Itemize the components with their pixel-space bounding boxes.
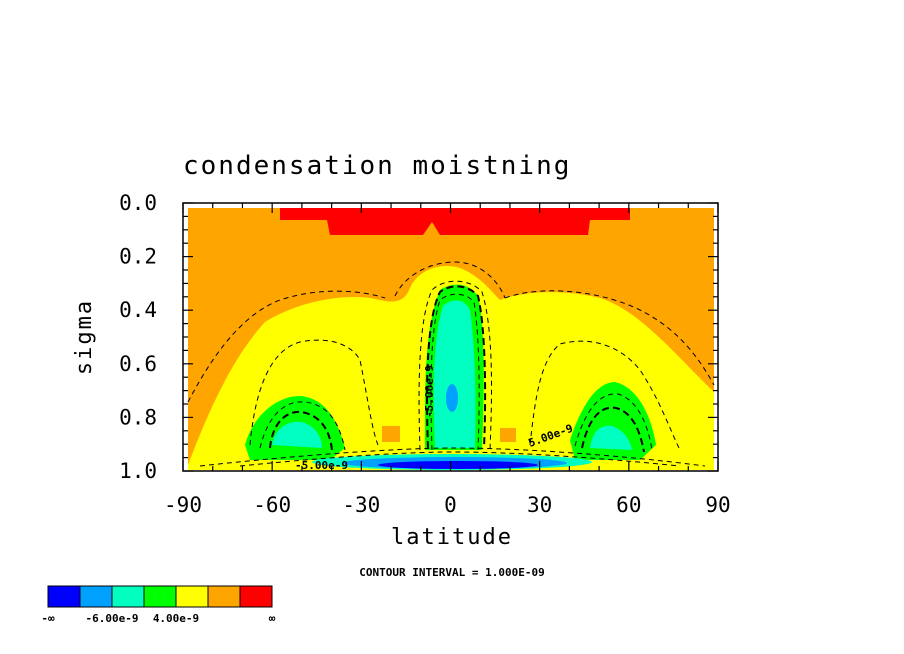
fill-lightblue bbox=[446, 384, 458, 412]
colorbar-swatch bbox=[207, 585, 241, 608]
colorbar-swatch bbox=[47, 585, 81, 608]
y-tick-label: 1.0 bbox=[119, 459, 157, 483]
x-tick-label: 90 bbox=[705, 493, 730, 517]
chart-title: condensation moistning bbox=[183, 151, 571, 181]
y-tick-label: 0.0 bbox=[119, 191, 157, 215]
y-tick-label: 0.6 bbox=[119, 352, 157, 376]
contour-interval: CONTOUR INTERVAL = 1.000E-09 bbox=[359, 566, 544, 579]
contour-lines bbox=[187, 261, 715, 467]
x-tick-label: -30 bbox=[342, 493, 380, 517]
colorbar-swatch bbox=[143, 585, 177, 608]
x-axis-label: latitude bbox=[391, 525, 513, 550]
fill-aqua bbox=[590, 425, 632, 450]
colorbar-swatch bbox=[79, 585, 113, 608]
fill-aqua bbox=[433, 300, 476, 448]
contour-label: -5.00e-9 bbox=[423, 365, 436, 418]
colorbar-label: -∞ bbox=[41, 612, 55, 625]
colorbar-swatch bbox=[239, 585, 273, 608]
y-axis: 0.0 0.2 0.4 0.6 0.8 1.0 bbox=[119, 191, 718, 483]
x-tick-label: 30 bbox=[527, 493, 552, 517]
colorbar-label: -6.00e-9 bbox=[86, 612, 139, 625]
contour-lines-bold bbox=[269, 285, 645, 453]
y-tick-label: 0.4 bbox=[119, 298, 157, 322]
fill-orange bbox=[500, 428, 516, 442]
fill-orange bbox=[382, 426, 400, 442]
contour-fills bbox=[187, 208, 715, 470]
x-axis: -90 -60 -30 0 30 60 90 bbox=[164, 203, 731, 517]
colorbar-label: ∞ bbox=[269, 612, 276, 625]
colorbar-swatch bbox=[111, 585, 145, 608]
fill-aqua bbox=[272, 421, 322, 448]
y-axis-label: sigma bbox=[72, 299, 97, 375]
y-tick-label: 0.2 bbox=[119, 245, 157, 269]
y-tick-label: 0.8 bbox=[119, 405, 157, 429]
contour-label: -5.00e-9 bbox=[295, 459, 348, 472]
colorbar-label: 4.00e-9 bbox=[153, 612, 199, 625]
x-tick-label: 0 bbox=[444, 493, 457, 517]
x-tick-label: 60 bbox=[616, 493, 641, 517]
x-tick-label: -60 bbox=[253, 493, 291, 517]
fill-blue bbox=[378, 461, 538, 469]
x-tick-label: -90 bbox=[164, 493, 202, 517]
fill-green bbox=[570, 382, 656, 460]
colorbar bbox=[47, 585, 273, 608]
colorbar-swatch bbox=[175, 585, 209, 608]
fill-red bbox=[280, 208, 630, 235]
